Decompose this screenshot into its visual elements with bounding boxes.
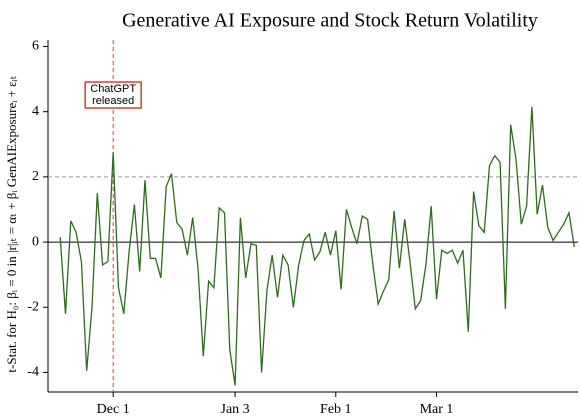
y-axis-label: t-Stat. for H₀: βᵢ = 0 in |r|ᵢₜ = αₜ + β… — [4, 75, 19, 372]
y-tick-label: 4 — [32, 104, 39, 119]
x-tick-label: Mar 1 — [420, 402, 454, 417]
x-tick-label: Jan 3 — [221, 402, 250, 417]
y-tick-label: -4 — [27, 365, 39, 380]
x-tick-label: Dec 1 — [97, 402, 130, 417]
annotation-box — [84, 81, 142, 109]
y-tick-label: -2 — [27, 299, 39, 314]
chart-title: Generative AI Exposure and Stock Return … — [122, 10, 538, 32]
x-tick-label: Feb 1 — [320, 402, 352, 417]
y-tick-label: 6 — [32, 39, 39, 54]
y-tick-label: 0 — [32, 234, 39, 249]
data-line — [59, 106, 575, 386]
y-tick-label: 2 — [32, 169, 39, 184]
annotation-text: released — [92, 95, 134, 107]
annotation-text: ChatGPT — [90, 83, 136, 95]
